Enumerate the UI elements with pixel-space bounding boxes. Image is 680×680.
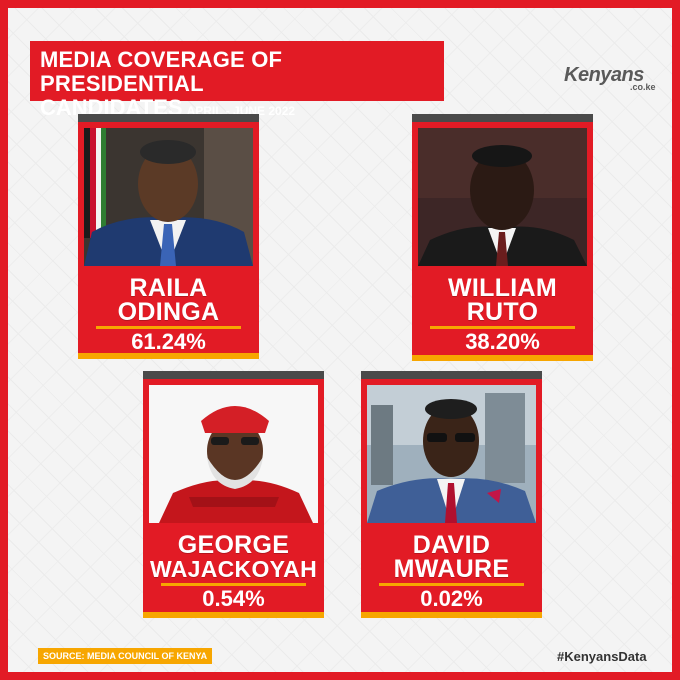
card-top-bar: [78, 114, 259, 122]
coverage-share: 0.54%: [202, 586, 265, 611]
portrait-ruto: [418, 128, 587, 266]
portrait-odinga: [84, 128, 253, 266]
candidate-card-mwaure: DAVID MWAURE 0.02%: [361, 371, 542, 618]
candidate-card-ruto: WILLIAM RUTO 38.20%: [412, 114, 593, 361]
candidate-first-name: DAVID: [412, 531, 491, 559]
kenyans-logo-domain: .co.ke: [630, 82, 656, 92]
divider-rule: [379, 583, 524, 586]
title-line-1: MEDIA COVERAGE OF PRESIDENTIAL: [40, 47, 283, 96]
title-banner: MEDIA COVERAGE OF PRESIDENTIAL CANDIDATE…: [30, 41, 444, 120]
source-label: SOURCE: MEDIA COUNCIL OF KENYA: [38, 648, 213, 664]
divider-rule: [96, 326, 241, 329]
card-bottom-bar: [143, 612, 324, 618]
candidate-card-wajackoyah: GEORGE WAJACKOYAH 0.54%: [143, 371, 324, 618]
candidate-card-odinga: RAILA ODINGA 61.24%: [78, 114, 259, 359]
kenyans-logo: Kenyans: [564, 64, 644, 86]
card-top-bar: [412, 114, 593, 122]
candidate-first-name: GEORGE: [177, 531, 290, 559]
coverage-share: 38.20%: [465, 329, 540, 354]
candidate-last-name: WAJACKOYAH: [149, 556, 317, 582]
hashtag-label: #KenyansData: [557, 649, 647, 664]
portrait-mwaure: [367, 385, 536, 523]
coverage-share: 61.24%: [131, 329, 206, 354]
candidate-last-name: MWAURE: [393, 555, 510, 583]
divider-rule: [430, 326, 575, 329]
card-top-bar: [143, 371, 324, 379]
candidate-first-name: RAILA: [129, 274, 208, 302]
card-bottom-bar: [78, 353, 259, 359]
card-top-bar: [361, 371, 542, 379]
candidate-last-name: ODINGA: [117, 298, 220, 326]
candidate-first-name: WILLIAM: [447, 274, 557, 302]
divider-rule: [161, 583, 306, 586]
card-bottom-bar: [361, 612, 542, 618]
coverage-share: 0.02%: [420, 586, 483, 611]
card-bottom-bar: [412, 355, 593, 361]
portrait-wajackoyah: [149, 385, 318, 523]
candidate-last-name: RUTO: [466, 298, 539, 326]
